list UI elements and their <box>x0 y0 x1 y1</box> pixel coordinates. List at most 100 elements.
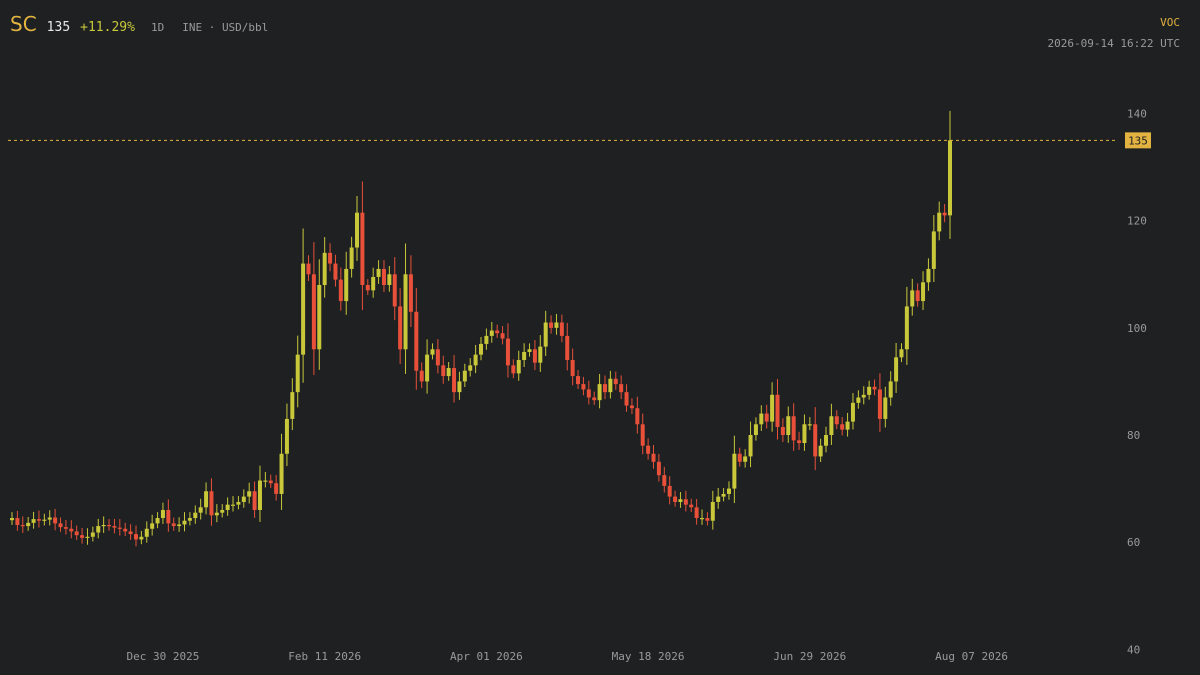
candle-body <box>511 365 516 374</box>
y-tick-label: 40 <box>1127 643 1140 656</box>
candle-body <box>441 365 446 377</box>
candle-body <box>867 386 872 395</box>
candle-body <box>392 274 397 307</box>
candle-body <box>333 263 338 280</box>
candle-body <box>802 424 807 444</box>
candle-body <box>904 306 909 350</box>
candle-body <box>236 501 241 505</box>
vendor-label: VOC <box>1160 16 1180 29</box>
candle-body <box>20 525 25 527</box>
x-tick-label: Jun 29 2026 <box>773 650 846 663</box>
candle-body <box>311 274 316 350</box>
candle-body <box>743 456 748 462</box>
candle-body <box>322 252 327 285</box>
candle-body <box>899 349 904 358</box>
candle-body <box>538 346 543 363</box>
candle-body <box>840 424 845 430</box>
candle-body <box>371 276 376 291</box>
candle-body <box>559 322 564 336</box>
candle-body <box>689 504 694 508</box>
candle-body <box>381 268 386 285</box>
candle-body <box>90 532 95 537</box>
candle-body <box>705 518 710 521</box>
candle-body <box>915 290 920 302</box>
candle-body <box>355 212 360 248</box>
candle-body <box>624 392 629 406</box>
candle-body <box>813 424 818 457</box>
candle-body <box>306 263 311 275</box>
candle-body <box>651 453 656 462</box>
candle-body <box>726 488 731 494</box>
candle-body <box>220 510 225 513</box>
candle-body <box>344 268 349 302</box>
candle-body <box>96 526 101 533</box>
candle-body <box>117 527 122 529</box>
candle-body <box>398 306 403 350</box>
candle-body <box>602 384 607 393</box>
candle-body <box>770 394 775 422</box>
x-tick-label: Aug 07 2026 <box>935 650 1008 663</box>
candle-body <box>80 535 85 538</box>
x-tick-label: Dec 30 2025 <box>127 650 200 663</box>
candle-body <box>231 504 236 506</box>
candle-body <box>284 418 289 454</box>
last-price-tag <box>1125 132 1151 149</box>
candle-body <box>15 518 20 525</box>
candle-body <box>942 212 947 216</box>
candle-body <box>640 424 645 446</box>
candle-body <box>662 475 667 486</box>
candle-body <box>338 279 343 302</box>
candle-body <box>516 360 521 374</box>
candle-body <box>155 518 160 524</box>
candle-body <box>403 274 408 350</box>
x-tick-label: Apr 01 2026 <box>450 650 523 663</box>
candle-body <box>554 322 559 328</box>
candle-body <box>861 394 866 398</box>
candle-body <box>430 349 435 355</box>
candle-body <box>549 322 554 328</box>
candle-body <box>209 491 214 516</box>
candle-body <box>193 512 198 519</box>
y-tick-label: 60 <box>1127 536 1140 549</box>
candle-body <box>58 523 63 528</box>
candle-body <box>419 370 424 382</box>
candle-body <box>295 354 300 393</box>
symbol[interactable]: SC <box>10 12 37 36</box>
candle-body <box>408 274 413 312</box>
candle-body <box>834 416 839 425</box>
candle-body <box>613 378 618 385</box>
candle-body <box>592 397 597 401</box>
interval[interactable]: 1D <box>150 21 165 34</box>
candle-body <box>948 140 952 216</box>
candle-body <box>133 534 138 540</box>
candle-body <box>522 351 527 360</box>
candle-body <box>700 518 705 520</box>
top-right-info: VOC 2026-09-14 16:22 UTC <box>1048 16 1180 50</box>
candle-body <box>53 517 58 524</box>
candle-body <box>937 212 942 232</box>
candle-body <box>673 496 678 502</box>
candle-body <box>710 501 715 521</box>
candle-body <box>123 528 128 532</box>
candle-body <box>883 397 888 419</box>
last-price: 135 <box>46 20 71 35</box>
candle-body <box>721 493 726 497</box>
candle-body <box>737 453 742 462</box>
candle-body <box>26 522 31 527</box>
candle-body <box>926 268 931 283</box>
candle-body <box>301 263 306 355</box>
candle-body <box>829 416 834 435</box>
candle-body <box>527 349 532 352</box>
ticker-header: SC 135 +11.29% 1D INE · USD/bbl <box>10 12 268 36</box>
candle-body <box>678 499 683 502</box>
candle-body <box>586 389 591 398</box>
candle-body <box>894 357 899 382</box>
candle-body <box>107 525 112 527</box>
candle-body <box>576 376 581 385</box>
candle-body <box>69 528 74 532</box>
candle-body <box>279 453 284 494</box>
candle-body <box>36 519 41 521</box>
price-change: +11.29% <box>80 20 135 35</box>
candle-body <box>468 365 473 371</box>
